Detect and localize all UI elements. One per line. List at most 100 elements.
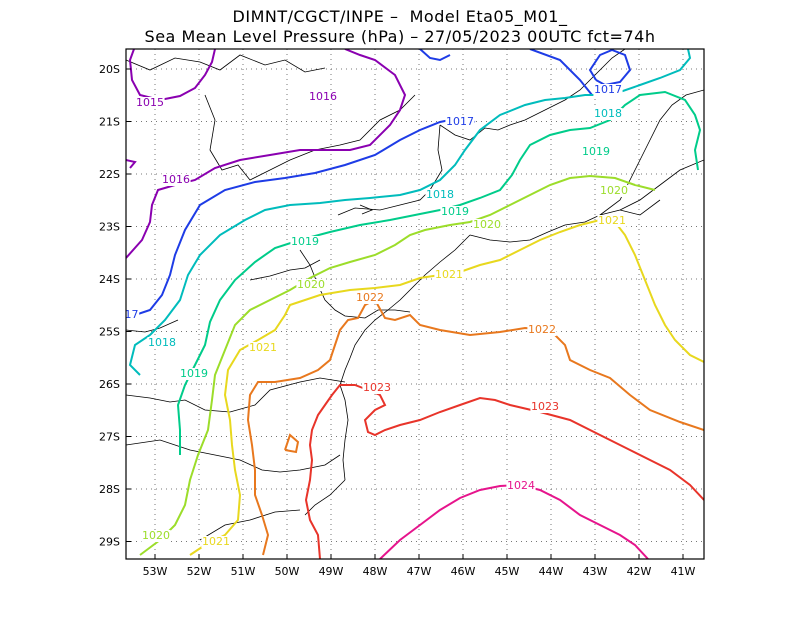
contour-label-bg [530,401,560,413]
coastline-and-borders [126,49,704,541]
lon-tick-label: 48W [363,565,388,578]
contour-label: 1020 [473,218,501,231]
lon-tick-label: 41W [671,565,696,578]
contour-label: 1015 [136,96,164,109]
contour-label: 1020 [297,278,325,291]
lat-tick-label: 23S [99,221,120,234]
contour-label: 1023 [531,400,559,413]
isobar-1017d [588,49,632,87]
lon-tick-label: 44W [539,565,564,578]
contour-label: 1016 [162,173,190,186]
lat-tick-label: 22S [99,168,120,181]
lon-tick-label: 47W [407,565,432,578]
lon-tick-label: 46W [451,565,476,578]
contour-label-bg [126,309,140,321]
contour-label-bg [527,324,557,336]
lat-tick-label: 29S [99,536,120,549]
contour-label-bg [290,236,320,248]
contour-label: 1020 [142,529,170,542]
lon-tick-label: 45W [495,565,520,578]
contour-label: 1018 [426,188,454,201]
contour-label-bg [179,368,209,380]
isobar-lines [126,49,704,559]
contour-label-bg [248,342,278,354]
lon-tick-label: 42W [627,565,652,578]
contour-label-bg [472,219,502,231]
isobar-1018 [128,49,692,376]
isobar-1024 [379,483,649,559]
lat-tick-label: 21S [99,116,120,129]
lon-tick-label: 50W [275,565,300,578]
lon-tick-label: 43W [583,565,608,578]
contour-label: 1020 [600,184,628,197]
contour-label-bg [425,189,455,201]
contour-label-bg [308,91,338,103]
contour-label: 1018 [148,336,176,349]
lon-tick-label: 52W [187,565,212,578]
contour-label: 1019 [441,205,469,218]
lat-tick-label: 24S [99,273,120,286]
longitude-axis: 53W 52W 51W 50W 49W 48W 47W 46W 45W 44W 43W 42W 41W [143,554,696,578]
contour-label-bg [201,536,231,548]
contour-label-bg [597,215,627,227]
contour-label: 1023 [363,381,391,394]
contour-label: 017 [118,308,139,321]
contour-label-bg [581,146,611,158]
lon-tick-label: 51W [231,565,256,578]
isobar-1016b [126,49,407,259]
contour-label-bg [593,108,623,120]
map-frame [125,48,705,560]
contour-label: 1017 [594,83,622,96]
contour-labels: 1015 1016 1016 1017 1017 017 1018 1018 1018 1019 1… [118,83,629,548]
contour-label: 1021 [202,535,230,548]
isobar-1021 [189,218,704,556]
contour-label-bg [599,185,629,197]
contour-label-bg [147,337,177,349]
contour-label: 1024 [507,479,535,492]
lat-tick-label: 26S [99,378,120,391]
contour-label-bg [355,292,385,304]
contour-label-bg [506,480,536,492]
contour-label-bg [135,97,165,109]
contour-label: 1022 [356,291,384,304]
map-title-line2: Sea Mean Level Pressure (hPa) – 27/05/20… [144,27,656,46]
lat-tick-label: 25S [99,326,120,339]
isobar-1023 [304,384,704,559]
lon-tick-label: 53W [143,565,168,578]
isobar-1019 [176,90,702,455]
isobar-1017c [529,49,593,96]
contour-label-bg [296,279,326,291]
contour-label-bg [362,382,392,394]
latitude-axis: 20S 21S 22S 23S 24S 25S 26S 27S 28S 29S [99,63,131,549]
contour-label-bg [141,530,171,542]
map-title-line1: DIMNT/CGCT/INPE – Model Eta05_M01_ [232,7,568,26]
isobar-1020 [139,174,656,556]
contour-label-bg [593,84,623,96]
contour-label: 1022 [528,323,556,336]
contour-label-bg [434,269,464,281]
contour-label: 1021 [249,341,277,354]
contour-label: 1016 [309,90,337,103]
lat-tick-label: 20S [99,63,120,76]
contour-label: 1018 [594,107,622,120]
lat-tick-label: 28S [99,483,120,496]
contour-label-bg [161,174,191,186]
contour-label: 1017 [446,115,474,128]
contour-label: 1019 [180,367,208,380]
lat-lon-grid [126,49,704,559]
isobar-1022 [246,298,704,556]
lat-tick-label: 27S [99,431,120,444]
lon-tick-label: 49W [319,565,344,578]
isobar-1015 [128,49,216,102]
isobar-1022b [284,433,300,454]
isobar-1016a [126,159,137,169]
contour-label: 1019 [291,235,319,248]
contour-label: 1021 [435,268,463,281]
contour-label-bg [445,116,475,128]
isobar-1017a [126,116,476,319]
contour-label-bg [440,206,470,218]
contour-label: 1019 [582,145,610,158]
isobar-1017b [419,49,451,62]
contour-label: 1021 [598,214,626,227]
